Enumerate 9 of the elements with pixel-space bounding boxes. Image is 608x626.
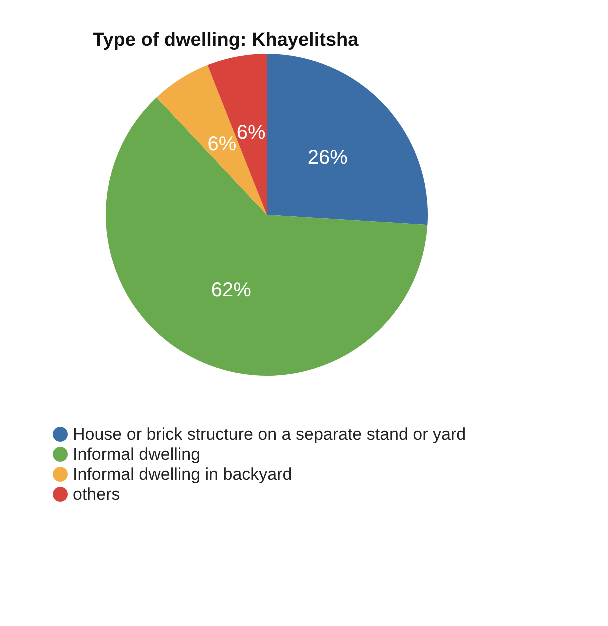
data-label: 6% xyxy=(236,122,266,144)
data-label: 26% xyxy=(308,146,348,169)
legend-label: others xyxy=(73,485,120,504)
data-label: 62% xyxy=(211,280,252,302)
chart-title: Type of dwelling: Khayelitsha xyxy=(93,30,360,51)
legend-label: Informal dwelling xyxy=(73,445,201,464)
legend-label: Informal dwelling in backyard xyxy=(73,465,292,484)
data-label: 6% xyxy=(208,134,237,156)
legend-label: House or brick structure on a separate stand or yard xyxy=(73,425,466,444)
